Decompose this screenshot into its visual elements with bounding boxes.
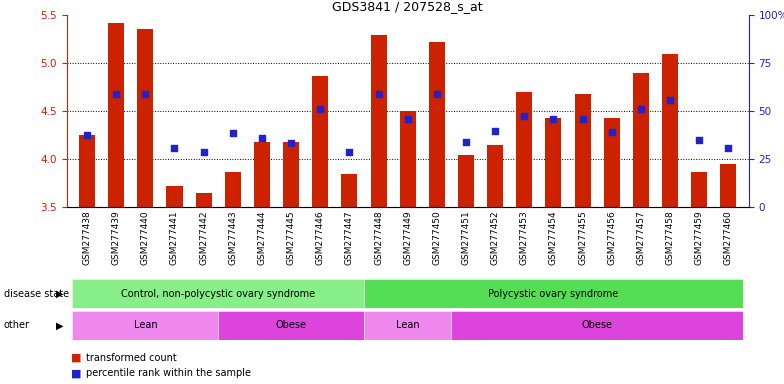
Bar	[79, 136, 95, 207]
Bar	[575, 94, 590, 207]
Bar	[283, 142, 299, 207]
Point	[139, 91, 151, 97]
Title: GDS3841 / 207528_s_at: GDS3841 / 207528_s_at	[332, 0, 483, 13]
Bar	[137, 29, 154, 207]
Point	[285, 140, 297, 146]
Bar	[312, 76, 328, 207]
Bar	[108, 23, 124, 207]
Point	[198, 149, 210, 155]
Bar	[604, 118, 619, 207]
Point	[110, 91, 122, 97]
Point	[576, 116, 589, 122]
Bar	[196, 193, 212, 207]
Bar	[458, 155, 474, 207]
Bar	[400, 111, 416, 207]
Point	[664, 97, 677, 103]
Point	[372, 91, 385, 97]
Bar	[429, 42, 445, 207]
Text: ▶: ▶	[56, 288, 64, 299]
Text: percentile rank within the sample: percentile rank within the sample	[86, 368, 251, 378]
Bar	[166, 186, 183, 207]
Text: Obese: Obese	[582, 320, 612, 331]
Bar	[487, 145, 503, 207]
Point	[256, 135, 268, 141]
Point	[430, 91, 443, 97]
Point	[722, 145, 735, 151]
Bar	[341, 174, 358, 207]
Text: transformed count: transformed count	[86, 353, 177, 363]
Text: ■: ■	[71, 353, 81, 363]
Text: disease state: disease state	[4, 288, 69, 299]
Point	[227, 131, 239, 137]
Bar	[516, 92, 532, 207]
Point	[693, 137, 706, 143]
Bar	[225, 172, 241, 207]
Bar	[546, 118, 561, 207]
Point	[401, 116, 414, 122]
Text: Polycystic ovary syndrome: Polycystic ovary syndrome	[488, 288, 619, 299]
Text: other: other	[4, 320, 30, 331]
Bar	[633, 73, 649, 207]
Text: Lean: Lean	[396, 320, 419, 331]
Bar	[662, 54, 678, 207]
Point	[169, 145, 181, 151]
Text: Lean: Lean	[133, 320, 157, 331]
Text: Control, non-polycystic ovary syndrome: Control, non-polycystic ovary syndrome	[122, 288, 315, 299]
Bar	[371, 35, 387, 207]
Point	[489, 127, 502, 134]
Point	[81, 132, 93, 139]
Point	[343, 149, 356, 155]
Point	[634, 106, 647, 113]
Point	[547, 116, 560, 122]
Bar	[720, 164, 736, 207]
Bar	[691, 172, 707, 207]
Point	[518, 113, 531, 119]
Text: Obese: Obese	[276, 320, 307, 331]
Text: ■: ■	[71, 368, 81, 378]
Point	[459, 139, 472, 145]
Bar	[254, 142, 270, 207]
Point	[314, 106, 326, 113]
Text: ▶: ▶	[56, 320, 64, 331]
Point	[605, 129, 618, 136]
